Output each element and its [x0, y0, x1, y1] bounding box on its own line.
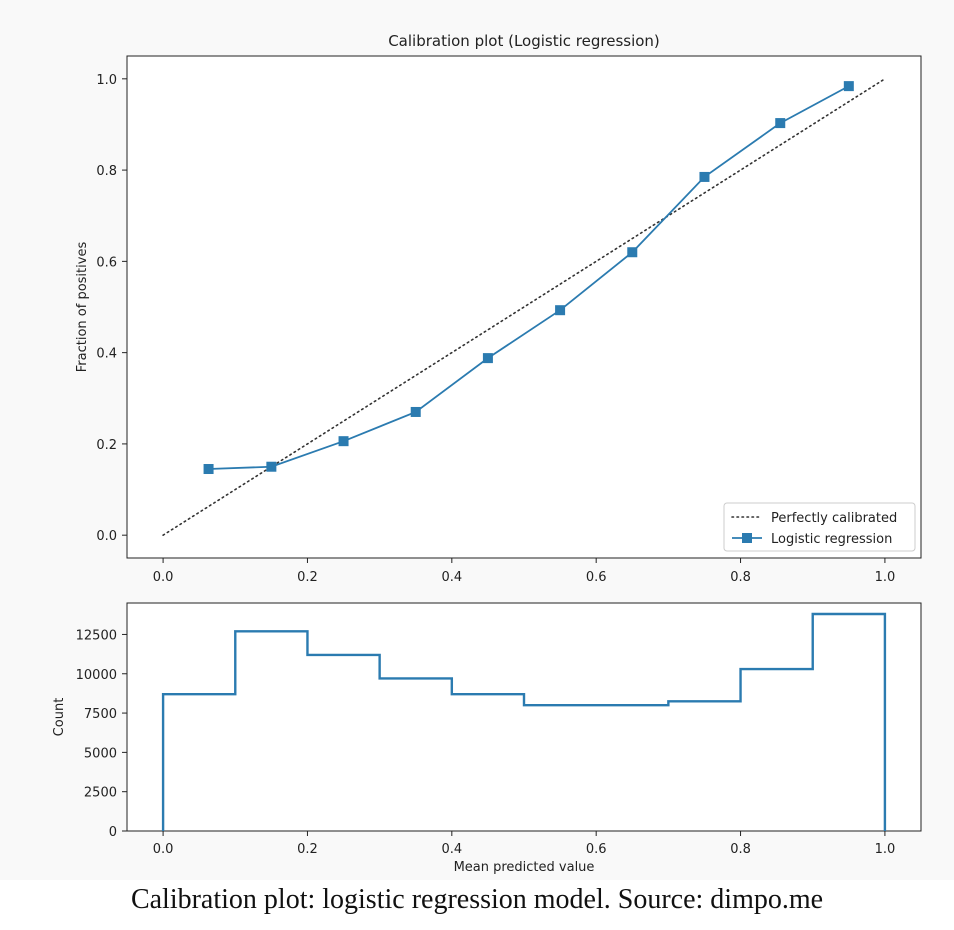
y-tick-label: 1.0 [96, 73, 117, 88]
x-tick-label: 0.0 [153, 570, 174, 585]
figure: 0.0 0.2 0.4 0.6 0.8 1.0 0.0 0.2 0.4 0.6 0.8 1.0 Cali… [52, 32, 922, 875]
calibration-figure: 0.0 0.2 0.4 0.6 0.8 1.0 0.0 0.2 0.4 0.6 0.8 1.0 Cali… [52, 32, 922, 875]
legend-box [723, 502, 916, 552]
logistic-regression-marker [775, 118, 786, 129]
legend-marker-logistic-regression [742, 533, 752, 543]
logistic-regression-marker [203, 464, 214, 475]
logistic-regression-marker [699, 171, 710, 182]
histogram-plot-area [126, 602, 922, 832]
histogram-bin [163, 694, 235, 831]
x-tick-label: 0.8 [730, 570, 751, 585]
hist-x-axis-label: Mean predicted value [454, 860, 595, 875]
figure-caption: Calibration plot: logistic regression mo… [130, 884, 824, 915]
y-tick-label: 0.8 [96, 164, 117, 179]
legend-label-perfectly-calibrated: Perfectly calibrated [771, 511, 897, 526]
histogram-bin [813, 614, 885, 831]
histogram-bin [452, 694, 524, 831]
hist-x-tick-label: 0.0 [153, 842, 174, 857]
y-tick-label: 0.6 [96, 255, 117, 270]
y-tick-label: 0.2 [96, 438, 117, 453]
hist-y-tick-label: 2500 [84, 786, 117, 801]
histogram-bin [741, 669, 813, 831]
logistic-regression-line [208, 85, 850, 470]
histogram-bin [596, 705, 668, 831]
hist-y-tick-label: 5000 [84, 746, 117, 761]
hist-x-tick-label: 1.0 [875, 842, 896, 857]
x-tick-label: 0.2 [297, 570, 318, 585]
hist-y-axis-label: Count [52, 698, 67, 737]
perfectly-calibrated-line [162, 78, 886, 536]
logistic-regression-marker [266, 461, 277, 472]
logistic-regression-marker [338, 436, 349, 447]
histogram-bin [380, 678, 452, 831]
hist-y-tick-label: 0 [109, 825, 117, 840]
logistic-regression-marker [843, 81, 854, 92]
histogram-bin [307, 655, 379, 831]
hist-y-tick-label: 10000 [76, 668, 117, 683]
x-tick-label: 0.4 [441, 570, 462, 585]
hist-x-tick-label: 0.6 [586, 842, 607, 857]
y-tick-label: 0.0 [96, 529, 117, 544]
logistic-regression-marker [627, 247, 638, 258]
logistic-regression-marker [410, 406, 421, 417]
y-tick-label: 0.4 [96, 347, 117, 362]
hist-x-tick-label: 0.2 [297, 842, 318, 857]
x-tick-label: 0.6 [586, 570, 607, 585]
chart-title: Calibration plot (Logistic regression) [388, 32, 660, 50]
logistic-regression-marker [555, 305, 566, 316]
logistic-regression-marker [482, 353, 493, 364]
histogram-bin [668, 701, 740, 831]
histogram-bin [524, 705, 596, 831]
histogram-bin [235, 631, 307, 831]
hist-x-tick-label: 0.8 [730, 842, 751, 857]
hist-x-tick-label: 0.4 [441, 842, 462, 857]
y-axis-label: Fraction of positives [75, 242, 90, 373]
histogram-step-outline [161, 612, 887, 831]
hist-y-tick-label: 12500 [76, 628, 117, 643]
hist-y-tick-label: 7500 [84, 707, 117, 722]
legend-label-logistic-regression: Logistic regression [771, 532, 892, 547]
x-tick-label: 1.0 [875, 570, 896, 585]
